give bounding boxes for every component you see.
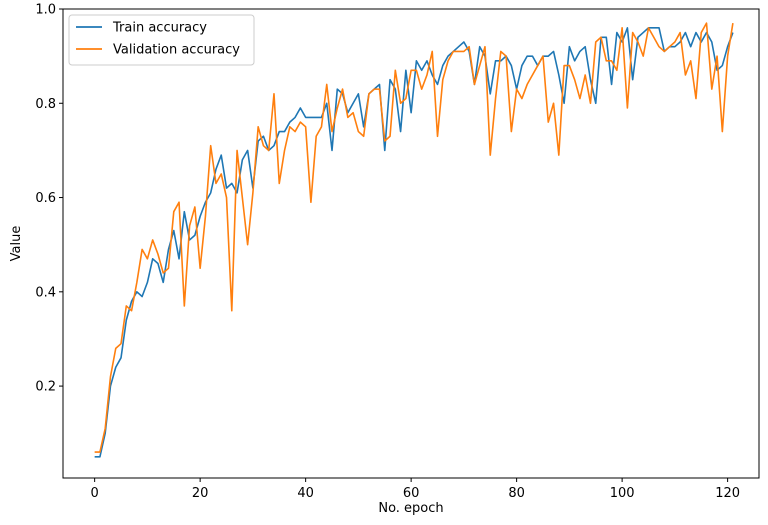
y-axis-label: Value xyxy=(9,226,24,262)
y-tick-label: 0.8 xyxy=(35,97,56,112)
axes-frame xyxy=(62,8,760,479)
y-tick-label: 0.2 xyxy=(35,380,56,395)
y-tick-label: 1.0 xyxy=(35,3,56,18)
legend-label-validation: Validation accuracy xyxy=(113,43,240,58)
x-axis-label: No. epoch xyxy=(378,501,443,516)
series-lines xyxy=(94,22,734,458)
y-tick-label: 0.4 xyxy=(35,285,56,300)
x-tick-label: 40 xyxy=(297,486,314,501)
x-tick-label: 80 xyxy=(508,486,525,501)
legend-box xyxy=(68,14,255,66)
x-tick-label: 60 xyxy=(403,486,420,501)
y-tick-label: 0.6 xyxy=(35,191,56,206)
x-tick-label: 0 xyxy=(91,486,99,501)
series-line-validation-accuracy xyxy=(94,22,734,453)
x-axis-ticks: 0 20 40 60 80 100 120 xyxy=(91,478,740,501)
y-axis-ticks: 0.2 0.4 0.6 0.8 1.0 xyxy=(35,3,63,395)
x-tick-label: 100 xyxy=(610,486,635,501)
series-line-train-accuracy xyxy=(94,27,734,458)
legend-label-train: Train accuracy xyxy=(112,21,207,36)
x-tick-label: 20 xyxy=(192,486,209,501)
x-tick-label: 120 xyxy=(715,486,740,501)
legend: Train accuracy Validation accuracy xyxy=(68,14,255,66)
